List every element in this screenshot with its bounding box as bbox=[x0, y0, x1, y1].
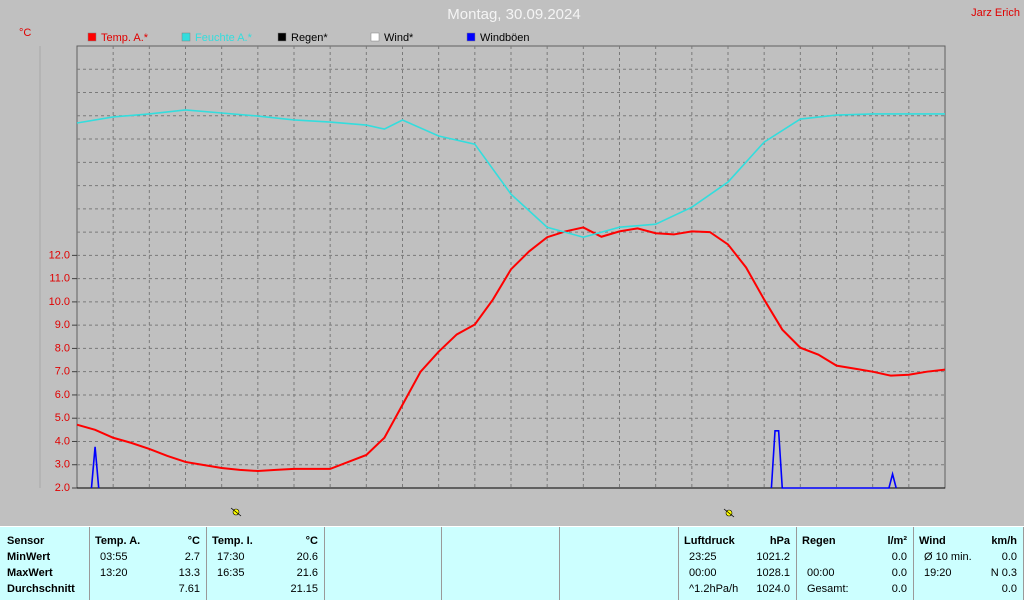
cell-value: °C bbox=[187, 535, 200, 547]
legend-swatch bbox=[181, 32, 191, 42]
legend-swatch bbox=[277, 32, 287, 42]
chart-title: Montag, 30.09.2024 bbox=[447, 6, 580, 23]
cell-label: Ø 10 min. bbox=[924, 551, 972, 563]
cell-label: 03:55 bbox=[100, 551, 128, 563]
author: Jarz Erich bbox=[971, 7, 1020, 19]
cell-value: 1021.2 bbox=[756, 551, 790, 563]
cell-label: Temp. I. bbox=[212, 535, 253, 547]
y-tick-label: 11.0 bbox=[49, 273, 70, 285]
cell-value: 7.61 bbox=[178, 583, 200, 595]
cell-label: 00:00 bbox=[807, 567, 835, 579]
table-column: Wind km/h Ø 10 min. 0.0 19:20 N 0.3 0.0 bbox=[914, 527, 1024, 600]
cell-value: hPa bbox=[769, 535, 790, 547]
cell-label: 19:20 bbox=[924, 567, 952, 579]
legend-label: Temp. A.* bbox=[101, 32, 149, 44]
cell-value: 21.15 bbox=[290, 583, 318, 595]
y-tick-label: 7.0 bbox=[55, 366, 70, 378]
y-tick-label: 3.0 bbox=[55, 459, 70, 471]
y-tick-label: 8.0 bbox=[55, 342, 70, 354]
legend-label: Windböen bbox=[480, 32, 530, 44]
cell-value: 0.0 bbox=[1001, 583, 1017, 595]
cell-label: 13:20 bbox=[100, 567, 128, 579]
y-tick-label: 10.0 bbox=[49, 296, 70, 308]
table-column bbox=[325, 527, 442, 600]
cell-value: 0.0 bbox=[891, 583, 907, 595]
cell-value: 0.0 bbox=[1001, 551, 1017, 563]
legend-label: Regen* bbox=[291, 32, 328, 44]
legend-swatch bbox=[466, 32, 476, 42]
cell-label: 17:30 bbox=[217, 551, 245, 563]
cell-value: 1024.0 bbox=[756, 583, 790, 595]
cell-label: MinWert bbox=[7, 551, 51, 563]
cell-label: Luftdruck bbox=[684, 535, 735, 547]
table-column: Temp. I. °C 17:30 20.6 16:35 21.6 21.15 bbox=[207, 527, 325, 600]
chart: Montag, 30.09.2024 Jarz Erich °C 2.0 3.0 4… bbox=[19, 6, 1020, 518]
series-line bbox=[76, 226, 946, 473]
legend-label: Wind* bbox=[384, 32, 414, 44]
cell-value: N 0.3 bbox=[990, 567, 1017, 579]
legend-swatch bbox=[87, 32, 97, 42]
cell-label: 00:00 bbox=[689, 567, 717, 579]
cell-value: 0.0 bbox=[891, 567, 907, 579]
cell-label: Durchschnitt bbox=[7, 583, 75, 595]
cell-value: 21.6 bbox=[296, 567, 318, 579]
cell-value: 20.6 bbox=[296, 551, 318, 563]
table-column bbox=[442, 527, 560, 600]
cell-label: 16:35 bbox=[217, 567, 245, 579]
summary-table: Sensor MinWert MaxWert Durchschnitt Temp. A.… bbox=[0, 526, 1024, 600]
cell-label: Sensor bbox=[7, 535, 45, 547]
cell-label: Temp. A. bbox=[95, 535, 141, 547]
table-column: Luftdruck hPa 23:25 1021.2 00:00 1028.1 ^1.2hP… bbox=[679, 527, 797, 600]
table-column: Sensor MinWert MaxWert Durchschnitt bbox=[0, 527, 90, 600]
y-tick-label: 2.0 bbox=[55, 482, 70, 494]
cell-label: ^1.2hPa/h bbox=[689, 583, 739, 595]
cell-label: Regen bbox=[802, 535, 836, 547]
y-tick-label: 9.0 bbox=[55, 319, 70, 331]
cell-value: 2.7 bbox=[184, 551, 200, 563]
table-column: Temp. A. °C 03:55 2.7 13:20 13.3 7.61 bbox=[90, 527, 207, 600]
cell-value: km/h bbox=[991, 535, 1017, 547]
table-column: Regen l/m² 0.0 00:00 0.0 Gesamt: 0.0 bbox=[797, 527, 914, 600]
cell-value: 13.3 bbox=[178, 567, 200, 579]
cell-label: MaxWert bbox=[7, 567, 53, 579]
cell-value: 0.0 bbox=[891, 551, 907, 563]
series-line bbox=[90, 429, 897, 489]
cell-value: °C bbox=[305, 535, 318, 547]
legend-swatch bbox=[370, 32, 380, 42]
series-line bbox=[76, 109, 945, 239]
y-tick-label: 4.0 bbox=[55, 435, 70, 447]
cell-label: Wind bbox=[919, 535, 946, 547]
cell-label: Gesamt: bbox=[807, 583, 849, 595]
sun-icon bbox=[723, 508, 735, 518]
cell-value: 1028.1 bbox=[756, 567, 790, 579]
legend-label: Feuchte A.* bbox=[195, 32, 253, 44]
cell-label: 23:25 bbox=[689, 551, 717, 563]
sun-icon bbox=[230, 507, 242, 517]
y-tick-label: 12.0 bbox=[49, 249, 70, 261]
table-column bbox=[560, 527, 679, 600]
y-axis-label: °C bbox=[19, 27, 31, 39]
y-tick-label: 6.0 bbox=[55, 389, 70, 401]
y-tick-label: 5.0 bbox=[55, 412, 70, 424]
cell-value: l/m² bbox=[887, 535, 907, 547]
